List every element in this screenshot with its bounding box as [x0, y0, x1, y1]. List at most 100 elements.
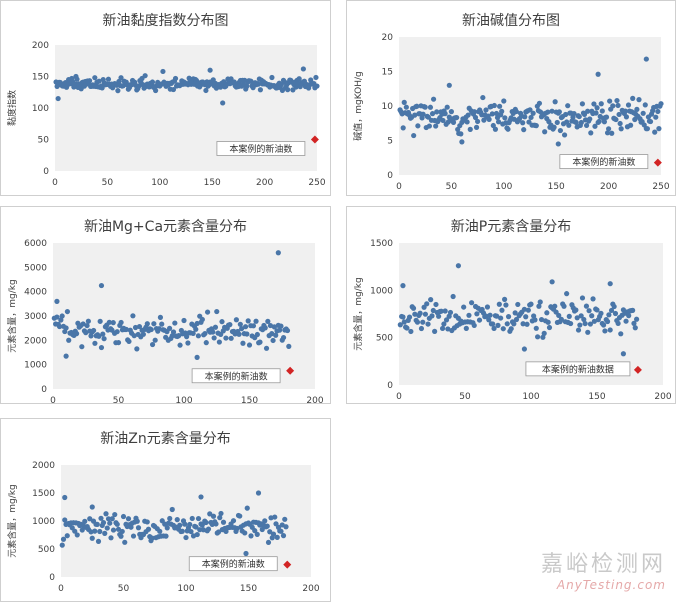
- data-point: [104, 525, 110, 531]
- annotation-box: [525, 361, 631, 377]
- data-point: [112, 511, 118, 518]
- data-point: [202, 330, 208, 337]
- data-point: [444, 104, 450, 110]
- data-point: [123, 326, 129, 333]
- chart-title: 新油Zn元素含量分布: [100, 431, 230, 447]
- data-point: [263, 345, 270, 351]
- data-point: [614, 97, 620, 104]
- data-point: [211, 335, 217, 341]
- data-point: [533, 123, 539, 129]
- data-point: [255, 81, 261, 87]
- data-point: [441, 321, 447, 327]
- data-point: [410, 305, 417, 311]
- data-point: [511, 321, 517, 327]
- data-point: [425, 321, 431, 327]
- data-point: [198, 494, 204, 500]
- data-point: [167, 515, 173, 522]
- data-point: [119, 528, 125, 535]
- data-point: [469, 300, 475, 306]
- data-point: [314, 83, 320, 89]
- data-point: [204, 309, 211, 315]
- data-point: [634, 106, 640, 112]
- data-point: [500, 326, 506, 332]
- data-point: [505, 314, 512, 320]
- data-point: [464, 119, 470, 125]
- data-point: [193, 524, 199, 530]
- chart-title: 新油碱值分布图: [462, 13, 560, 29]
- p-chart-panel: 新油P元素含量分布 0 500 1000 1500 0 50 100 150 200 元素含量，mg…: [346, 206, 676, 404]
- x-tick-label: 150: [204, 178, 221, 188]
- data-point: [246, 342, 253, 348]
- data-point: [240, 340, 246, 346]
- data-point: [280, 334, 287, 341]
- scatter-chart: 新油Mg+Ca元素含量分布 0 1000 2000 3000 4000 5000 6000 0 5…: [6, 219, 324, 403]
- data-point: [446, 82, 452, 88]
- data-point: [515, 301, 521, 308]
- data-point: [269, 74, 275, 81]
- y-tick-label: 500: [376, 334, 393, 344]
- data-point: [554, 119, 560, 126]
- y-tick-label: 500: [38, 545, 55, 555]
- data-point: [579, 101, 585, 107]
- data-point: [601, 322, 607, 328]
- data-point: [74, 532, 80, 538]
- data-point: [406, 314, 413, 320]
- data-point: [492, 126, 499, 132]
- data-point: [536, 100, 543, 106]
- data-point: [502, 296, 508, 302]
- data-point: [115, 339, 122, 346]
- data-point: [557, 127, 563, 134]
- data-point: [623, 318, 629, 324]
- data-point: [96, 333, 102, 339]
- data-point: [538, 316, 545, 323]
- y-tick-label: 10: [382, 102, 394, 112]
- y-tick-label: 5000: [24, 263, 47, 273]
- data-point: [107, 520, 113, 526]
- data-point: [656, 126, 662, 132]
- y-tick-label: 20: [382, 33, 394, 43]
- data-point: [89, 535, 95, 541]
- data-point: [568, 320, 574, 327]
- data-point: [259, 526, 265, 533]
- data-point: [115, 88, 121, 94]
- data-point: [403, 104, 409, 110]
- data-point: [575, 327, 582, 333]
- data-point: [587, 116, 593, 122]
- data-point: [169, 506, 175, 513]
- data-point: [83, 330, 89, 336]
- data-point: [63, 353, 69, 359]
- data-point: [118, 533, 124, 539]
- data-point: [181, 317, 187, 324]
- data-point: [59, 313, 65, 319]
- data-point: [620, 351, 626, 357]
- y-tick-label: 3000: [24, 312, 47, 322]
- data-point: [142, 73, 148, 79]
- data-point: [125, 516, 132, 522]
- data-point: [237, 513, 243, 519]
- annotation-label: 本案例的新油数: [202, 558, 265, 570]
- data-point: [149, 79, 156, 85]
- data-point: [102, 530, 108, 536]
- data-point: [160, 68, 166, 75]
- watermark-en: AnyTesting.com: [556, 578, 666, 592]
- data-point: [80, 321, 86, 327]
- data-point: [88, 333, 94, 339]
- data-point: [573, 119, 579, 125]
- data-point: [188, 528, 194, 535]
- data-point: [618, 126, 624, 132]
- data-point: [203, 87, 209, 94]
- data-point: [262, 325, 268, 331]
- data-point: [82, 518, 88, 524]
- data-point: [508, 326, 514, 332]
- data-point: [79, 527, 85, 533]
- data-point: [544, 310, 550, 316]
- data-point: [617, 120, 623, 127]
- data-point: [118, 319, 124, 326]
- data-point: [199, 316, 205, 323]
- data-point: [300, 66, 306, 72]
- data-point: [79, 344, 85, 350]
- data-point: [427, 104, 434, 110]
- data-point: [463, 325, 469, 331]
- data-point: [471, 322, 477, 329]
- annotation-label: 本案例的新油数: [205, 370, 268, 382]
